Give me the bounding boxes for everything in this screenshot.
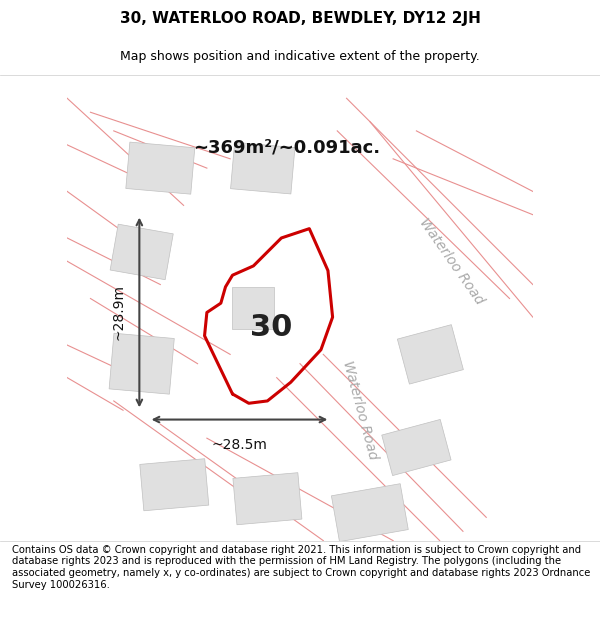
Text: ~28.5m: ~28.5m bbox=[212, 438, 268, 452]
Text: Map shows position and indicative extent of the property.: Map shows position and indicative extent… bbox=[120, 50, 480, 62]
Polygon shape bbox=[230, 142, 295, 194]
Polygon shape bbox=[232, 287, 274, 329]
Polygon shape bbox=[397, 324, 463, 384]
Polygon shape bbox=[126, 142, 195, 194]
Text: Waterloo Road: Waterloo Road bbox=[416, 216, 486, 307]
Text: Waterloo Road: Waterloo Road bbox=[341, 359, 380, 461]
Text: ~369m²/~0.091ac.: ~369m²/~0.091ac. bbox=[193, 138, 380, 156]
Polygon shape bbox=[109, 333, 174, 394]
Polygon shape bbox=[331, 484, 408, 542]
Polygon shape bbox=[140, 459, 209, 511]
Polygon shape bbox=[110, 224, 173, 280]
Polygon shape bbox=[382, 419, 451, 476]
Polygon shape bbox=[233, 472, 302, 525]
Text: 30: 30 bbox=[250, 312, 292, 341]
Text: 30, WATERLOO ROAD, BEWDLEY, DY12 2JH: 30, WATERLOO ROAD, BEWDLEY, DY12 2JH bbox=[119, 11, 481, 26]
Text: Contains OS data © Crown copyright and database right 2021. This information is : Contains OS data © Crown copyright and d… bbox=[12, 545, 590, 589]
Text: ~28.9m: ~28.9m bbox=[112, 284, 125, 341]
